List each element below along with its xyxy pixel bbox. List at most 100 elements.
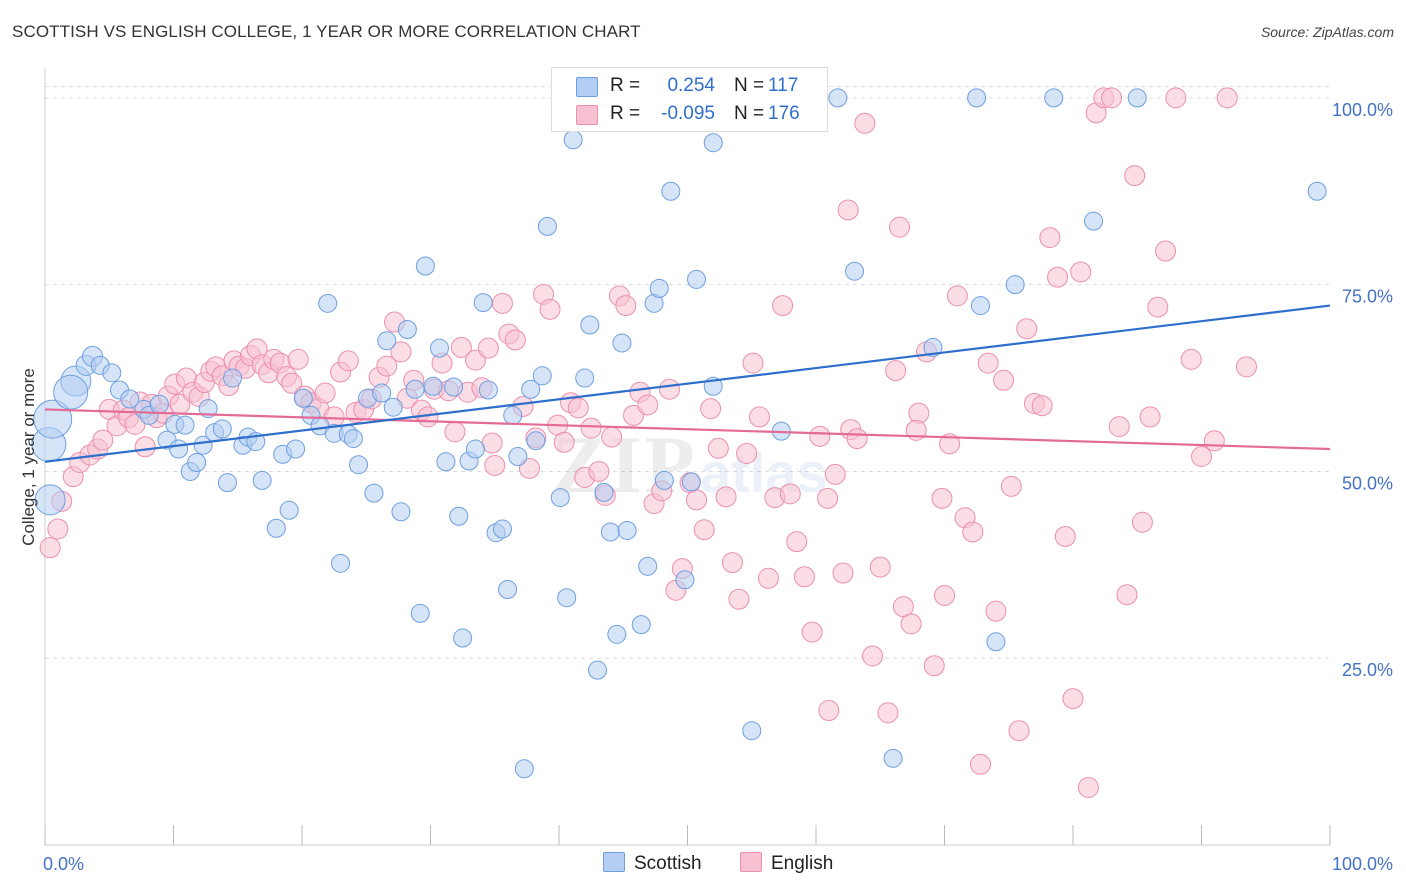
english-point-1 xyxy=(47,518,69,540)
english-point-137 xyxy=(985,600,1007,622)
scottish-point-37 xyxy=(318,293,338,313)
english-point-97 xyxy=(685,489,707,511)
scottish-point-84 xyxy=(631,615,651,635)
english-point-107 xyxy=(757,567,779,589)
english-point-112 xyxy=(793,566,815,588)
scottish-point-72 xyxy=(537,216,557,236)
english-point-157 xyxy=(1139,406,1161,428)
english-point-163 xyxy=(1203,430,1225,452)
english-point-115 xyxy=(817,487,839,509)
english-point-160 xyxy=(1165,87,1187,109)
english-point-166 xyxy=(818,700,840,722)
scottish-point-62 xyxy=(478,380,498,400)
scottish-point-104 xyxy=(1044,88,1064,108)
english-point-127 xyxy=(908,402,930,424)
scottish-point-94 xyxy=(742,721,762,741)
english-point-164 xyxy=(1216,87,1238,109)
scottish-point-19 xyxy=(187,452,207,472)
scottish-point-41 xyxy=(343,429,363,449)
english-point-135 xyxy=(969,753,991,775)
english-point-73 xyxy=(518,457,540,479)
scottish-point-73 xyxy=(550,488,570,508)
english-point-101 xyxy=(715,486,737,508)
english-point-145 xyxy=(1047,266,1069,288)
english-point-105 xyxy=(742,352,764,374)
english-point-159 xyxy=(1155,240,1177,262)
english-point-129 xyxy=(923,655,945,677)
english-point-113 xyxy=(801,621,823,643)
scottish-point-47 xyxy=(383,397,403,417)
scottish-point-51 xyxy=(410,603,430,623)
english-point-93 xyxy=(659,378,681,400)
english-point-121 xyxy=(862,645,884,667)
scottish-point-32 xyxy=(279,500,299,520)
y-tick-label-1: 50.0% xyxy=(1342,473,1393,493)
english-point-146 xyxy=(1054,525,1076,547)
x-tick-label-max: 100.0% xyxy=(1332,854,1393,874)
english-point-143 xyxy=(1031,395,1053,417)
english-point-132 xyxy=(946,285,968,307)
scottish-trend-line xyxy=(44,304,1331,463)
scottish-point-108 xyxy=(703,133,723,153)
scottish-point-81 xyxy=(607,624,627,644)
scottish-point-33 xyxy=(286,439,306,459)
trend-lines xyxy=(44,304,1331,463)
scottish-point-52 xyxy=(415,256,435,276)
english-point-138 xyxy=(993,369,1015,391)
scottish-point-75 xyxy=(563,130,583,150)
english-point-117 xyxy=(832,562,854,584)
scottish-point-58 xyxy=(453,628,473,648)
scottish-point-39 xyxy=(331,553,351,573)
scottish-point-87 xyxy=(649,278,669,298)
scottish-point-89 xyxy=(661,181,681,201)
scottish-point-76 xyxy=(575,368,595,388)
english-point-161 xyxy=(1180,348,1202,370)
legend-row-scottish: R = 0.254 N = 117 xyxy=(552,73,827,101)
scottish-point-61 xyxy=(473,293,493,313)
english-point-104 xyxy=(736,443,758,465)
english-point-125 xyxy=(892,596,914,618)
scottish-point-57 xyxy=(449,506,469,526)
scottish-point-45 xyxy=(372,383,392,403)
scottish-point-69 xyxy=(521,379,541,399)
english-point-7 xyxy=(92,429,114,451)
english-point-40 xyxy=(287,348,309,370)
english-point-134 xyxy=(962,521,984,543)
english-point-78 xyxy=(553,431,575,453)
english-point-54 xyxy=(390,341,412,363)
english-point-124 xyxy=(885,360,907,382)
scottish-point-53 xyxy=(423,376,443,396)
english-point-119 xyxy=(846,428,868,450)
scottish-point-100 xyxy=(967,88,987,108)
scottish-point-8 xyxy=(102,363,122,383)
scottish-point-103 xyxy=(1005,275,1025,295)
english-point-155 xyxy=(1124,165,1146,187)
n-value: 176 xyxy=(768,103,800,124)
scottish-point-2 xyxy=(34,484,66,516)
english-point-67 xyxy=(477,337,499,359)
english-point-156 xyxy=(1131,511,1153,533)
scottish-point-71 xyxy=(532,366,552,386)
english-point-103 xyxy=(728,588,750,610)
scottish-point-64 xyxy=(492,519,512,539)
scottish-point-42 xyxy=(349,455,369,475)
english-point-111 xyxy=(786,531,808,553)
scottish-point-50 xyxy=(405,379,425,399)
scottish-point-106 xyxy=(1127,88,1147,108)
english-point-140 xyxy=(1008,720,1030,742)
english-point-63 xyxy=(450,336,472,358)
scottish-point-30 xyxy=(266,518,286,538)
english-point-47 xyxy=(337,350,359,372)
watermark-zip: ZIP xyxy=(552,419,698,510)
english-point-88 xyxy=(623,404,645,426)
scottish-point-96 xyxy=(828,88,848,108)
scottish-point-10 xyxy=(120,389,140,409)
scottish-point-92 xyxy=(686,269,706,289)
y-tick-label-2: 75.0% xyxy=(1342,287,1393,307)
english-point-170 xyxy=(934,584,955,606)
scottish-point-90 xyxy=(675,570,695,590)
scottish-points xyxy=(31,88,1327,779)
english-point-120 xyxy=(854,112,876,134)
english-trend-line xyxy=(44,408,1331,451)
scottish-point-83 xyxy=(617,520,637,540)
